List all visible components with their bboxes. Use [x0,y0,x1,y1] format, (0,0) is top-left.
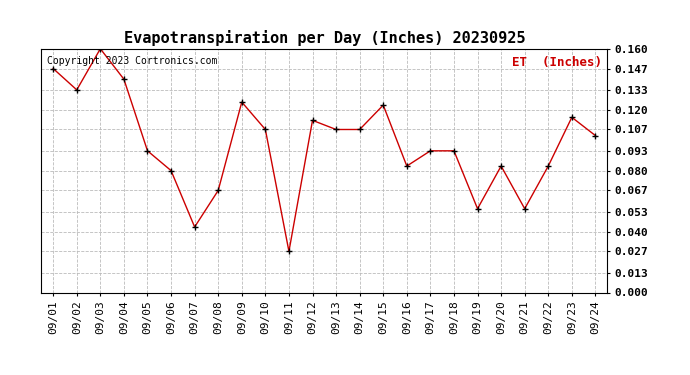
Title: Evapotranspiration per Day (Inches) 20230925: Evapotranspiration per Day (Inches) 2023… [124,30,525,46]
Text: Copyright 2023 Cortronics.com: Copyright 2023 Cortronics.com [47,56,217,66]
Text: ET  (Inches): ET (Inches) [511,56,602,69]
